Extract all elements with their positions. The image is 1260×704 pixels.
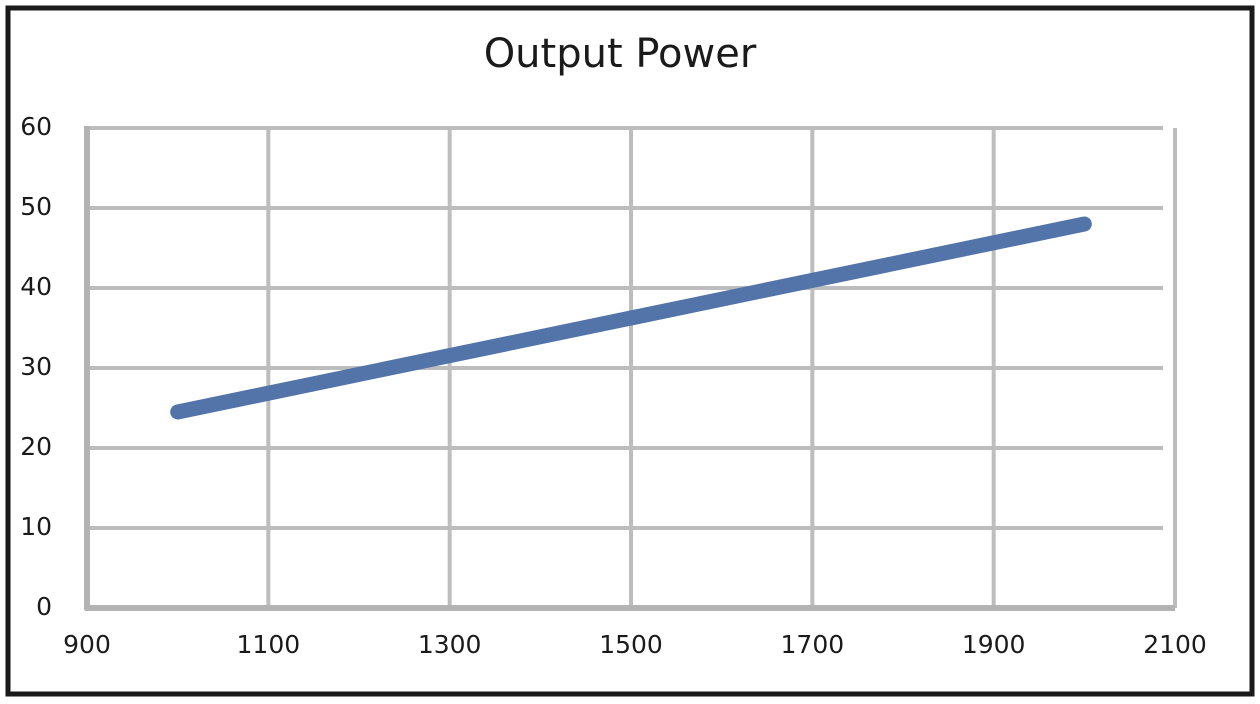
chart-title: Output Power <box>484 31 757 77</box>
y-tick-label: 40 <box>20 272 52 301</box>
x-tick-label: 2100 <box>1143 630 1207 659</box>
y-tick-label: 20 <box>20 432 52 461</box>
y-tick-label: 30 <box>20 352 52 381</box>
y-tick-label: 10 <box>20 512 52 541</box>
line-series <box>170 216 1092 420</box>
x-tick-label: 1900 <box>962 630 1026 659</box>
x-tick-label: 1500 <box>599 630 663 659</box>
x-tick-label: 1100 <box>237 630 301 659</box>
y-tick-label: 60 <box>20 112 52 141</box>
y-tick-label: 50 <box>20 192 52 221</box>
x-tick-label: 1300 <box>418 630 482 659</box>
x-tick-label: 1700 <box>781 630 845 659</box>
y-tick-label: 0 <box>36 592 52 621</box>
x-tick-label: 900 <box>63 630 111 659</box>
